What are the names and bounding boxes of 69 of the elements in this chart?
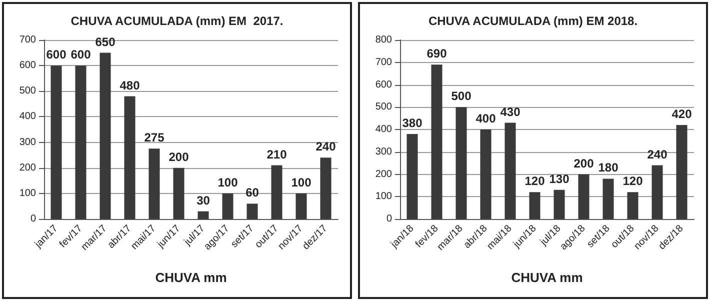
data-label: 120 <box>524 174 546 188</box>
y-tick-label: 700 <box>19 34 36 46</box>
bar <box>578 174 590 219</box>
data-label: 60 <box>246 186 260 200</box>
data-label: 180 <box>598 160 619 175</box>
data-label: 380 <box>402 116 423 130</box>
data-label: 200 <box>168 150 190 164</box>
y-tick-label: 400 <box>375 124 392 135</box>
y-tick-label: 0 <box>386 214 392 224</box>
data-label: 30 <box>196 193 210 208</box>
x-axis-title: CHUVA mm <box>155 270 227 285</box>
bar <box>173 168 184 219</box>
data-label: 400 <box>476 112 496 126</box>
bar <box>480 130 492 219</box>
bar <box>504 122 516 219</box>
bar <box>75 66 86 219</box>
bar <box>246 204 258 219</box>
y-tick-label: 500 <box>375 102 392 113</box>
y-tick-label: 500 <box>19 86 36 97</box>
bar <box>320 158 332 219</box>
bar <box>406 134 418 219</box>
bar <box>431 64 442 219</box>
data-label: 120 <box>622 174 644 188</box>
y-tick-label: 200 <box>375 168 392 180</box>
data-label: 600 <box>46 48 67 62</box>
y-tick-label: 100 <box>19 188 36 199</box>
bar <box>296 193 307 219</box>
bar <box>652 165 663 219</box>
bar <box>124 96 136 219</box>
data-label: 240 <box>647 147 668 162</box>
y-tick-label: 300 <box>19 136 36 148</box>
y-tick-label: 600 <box>19 60 36 72</box>
data-label: 210 <box>266 147 288 162</box>
bar <box>627 192 638 219</box>
y-tick-label: 200 <box>19 162 36 174</box>
y-tick-label: 600 <box>375 79 392 90</box>
bar <box>456 107 467 219</box>
bar <box>554 190 565 219</box>
y-tick-label: 100 <box>375 191 392 202</box>
bar <box>222 193 234 219</box>
x-axis-title: CHUVA mm <box>511 270 583 285</box>
data-label: 600 <box>70 48 92 62</box>
chart-title: CHUVA ACUMULADA (mm) EM 2017. <box>70 14 284 28</box>
y-tick-label: 300 <box>375 146 392 158</box>
data-label: 690 <box>426 46 448 61</box>
bar <box>271 165 282 219</box>
bar <box>198 211 209 219</box>
data-label: 240 <box>316 140 336 154</box>
bar <box>100 52 111 219</box>
chart-title: CHUVA ACUMULADA (mm) EM 2018. <box>428 14 638 28</box>
data-label: 200 <box>574 156 594 170</box>
data-label: 650 <box>95 34 116 49</box>
y-tick-label: 800 <box>375 34 392 46</box>
y-tick-label: 700 <box>375 56 392 68</box>
data-label: 100 <box>218 175 238 190</box>
data-label: 500 <box>451 89 472 104</box>
data-label: 130 <box>549 172 570 186</box>
data-label: 480 <box>120 78 140 92</box>
y-tick-label: 400 <box>19 111 36 122</box>
data-label: 420 <box>672 107 692 122</box>
bar <box>50 66 62 219</box>
bar <box>529 192 540 219</box>
data-label: 100 <box>291 175 312 190</box>
y-tick-label: 0 <box>30 214 36 224</box>
data-label: 430 <box>500 104 521 119</box>
bar <box>676 125 688 219</box>
data-label: 275 <box>144 130 165 145</box>
bar <box>602 178 614 219</box>
bar <box>148 148 160 219</box>
